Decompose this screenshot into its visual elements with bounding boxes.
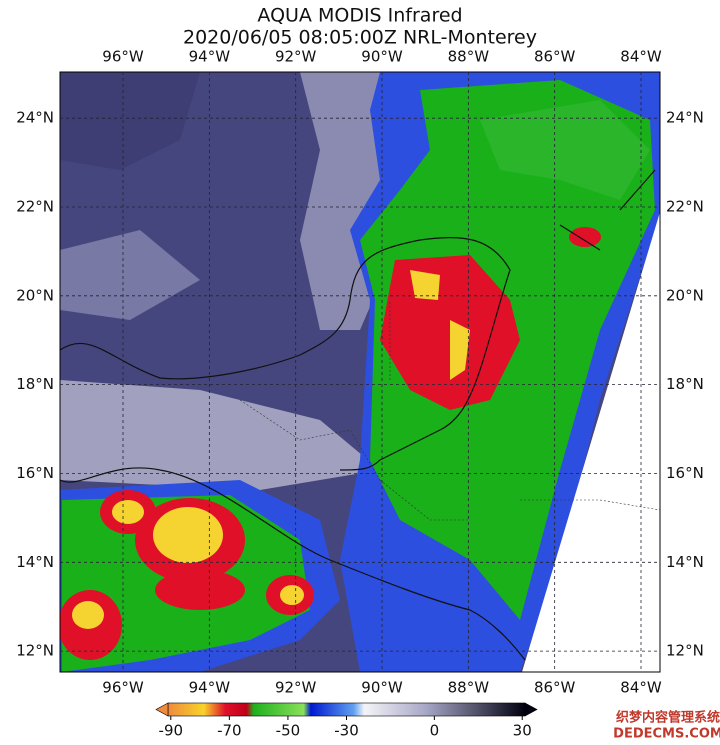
lat-label: 14°N [666,553,704,571]
lat-label: 14°N [16,553,54,571]
lon-label: 84°W [620,679,662,697]
colorbar [167,702,526,717]
lon-label: 96°W [102,679,144,697]
colorbar-low-arrow [155,702,169,717]
lon-label: 90°W [361,48,403,66]
lon-label: 88°W [448,48,490,66]
satellite-image [60,72,660,672]
lat-label: 22°N [16,198,54,216]
colorbar-tick-label: -70 [217,722,242,740]
lon-label: 94°W [189,48,231,66]
lon-label: 86°W [534,48,576,66]
lon-label: 90°W [361,679,403,697]
watermark: 织梦内容管理系统 [616,710,720,726]
lat-label: 16°N [16,464,54,482]
lat-label: 24°N [16,109,54,127]
lon-label: 88°W [448,679,490,697]
lat-label: 18°N [666,375,704,393]
lon-label: 96°W [102,48,144,66]
map-frame [59,71,661,673]
lon-label: 94°W [189,679,231,697]
title: AQUA MODIS Infrared [257,5,462,27]
watermark: DEDECMS.COM [613,727,720,742]
lon-label: 84°W [620,48,662,66]
lat-label: 22°N [666,198,704,216]
colorbar-high-arrow [524,702,538,717]
colorbar-tick-label: -30 [334,722,359,740]
colorbar-tick-label: -90 [159,722,184,740]
colorbar-tick-label: 0 [430,722,440,740]
lat-label: 20°N [666,286,704,304]
subtitle: 2020/06/05 08:05:00Z NRL-Monterey [183,27,537,49]
lat-label: 24°N [666,109,704,127]
lat-label: 12°N [666,642,704,660]
lon-label: 86°W [534,679,576,697]
colorbar-tick-label: -50 [276,722,301,740]
lat-label: 20°N [16,286,54,304]
lon-label: 92°W [275,679,317,697]
lat-label: 16°N [666,464,704,482]
lon-label: 92°W [275,48,317,66]
lat-label: 18°N [16,375,54,393]
lat-label: 12°N [16,642,54,660]
colorbar-tick-label: 30 [513,722,532,740]
